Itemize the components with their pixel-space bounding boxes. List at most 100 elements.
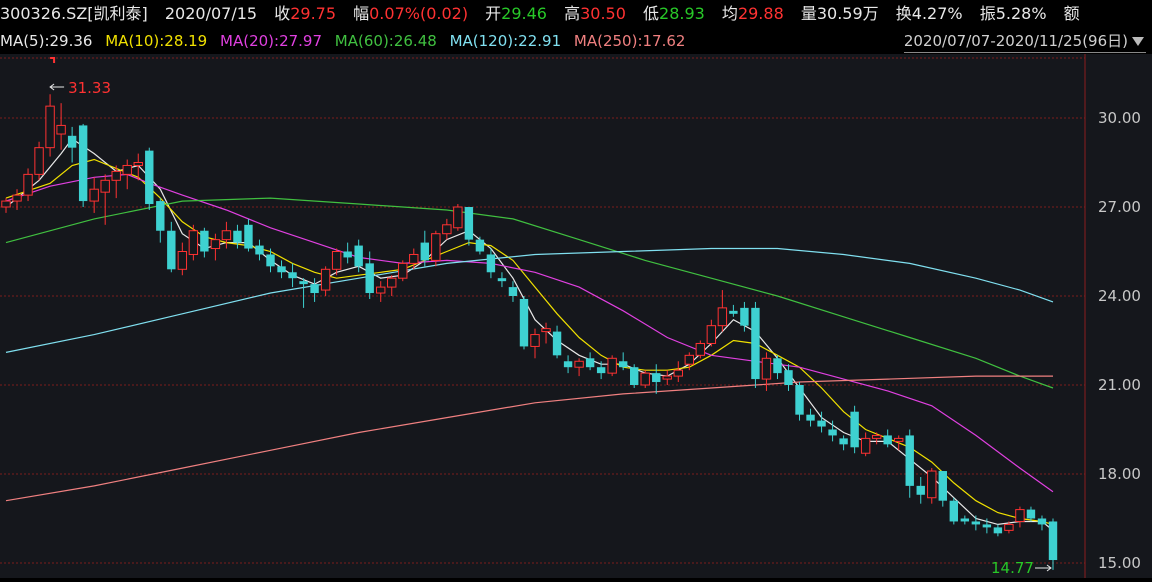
candle-body (277, 266, 286, 273)
candle (78, 123, 88, 207)
candle-body (475, 239, 485, 252)
candle-body (552, 331, 562, 356)
candle (331, 248, 342, 276)
ma10-legend: MA(10):28.19 (105, 32, 208, 50)
dropdown-triangle-icon[interactable] (1132, 37, 1144, 46)
candle-body (288, 272, 297, 279)
candle (23, 168, 33, 202)
candle (740, 301, 749, 332)
candle-body (806, 414, 815, 421)
candle (365, 251, 374, 299)
candle-body (310, 284, 319, 294)
candle (210, 233, 221, 261)
candle (640, 370, 650, 388)
low-label: 低 (643, 4, 660, 23)
candle-body (982, 524, 992, 528)
kline-chart[interactable]: 30.00 27.00 24.00 21.00 18.00 15.00 31.33 14.77 (0, 54, 1152, 578)
candle-body (23, 173, 33, 196)
ma20-legend: MA(20):27.97 (220, 32, 323, 50)
candle-body (244, 224, 253, 249)
grid-lines: 30.00 27.00 24.00 21.00 18.00 15.00 (0, 57, 1141, 572)
candle-body (916, 485, 925, 495)
candle-body (210, 239, 221, 250)
candle-body (519, 298, 529, 347)
candle (552, 325, 562, 359)
candle (398, 260, 408, 282)
ma60-legend: MA(60):26.48 (334, 32, 437, 50)
amplitude-label: 振 (979, 4, 996, 23)
ma-legend: MA(5):29.36 MA(10):28.19 MA(20):27.97 MA… (0, 28, 1152, 54)
candle (177, 242, 188, 276)
candle (839, 435, 848, 451)
candle-body (860, 437, 871, 454)
candle-body (167, 230, 176, 270)
candle (56, 103, 66, 150)
candle-body (156, 201, 165, 231)
max-arrow-head (49, 83, 55, 91)
candle-body (574, 360, 584, 368)
candle-body (1004, 523, 1014, 531)
candle (684, 352, 695, 371)
candle-body (78, 125, 88, 202)
ma5-legend: MA(5):29.36 (0, 32, 93, 50)
quote-date: 2020/07/15 (164, 4, 258, 23)
y-tick-label: 24.00 (1098, 287, 1141, 305)
candle (971, 515, 981, 531)
kline-svg[interactable]: 30.00 27.00 24.00 21.00 18.00 15.00 31.33 14.77 (0, 54, 1152, 578)
candle-body (630, 367, 639, 385)
candle-body (971, 521, 981, 525)
candle-body (618, 361, 628, 368)
candle-body (960, 518, 970, 522)
candle (1048, 518, 1058, 570)
candle-body (839, 438, 848, 445)
candle (784, 364, 793, 391)
candle (320, 266, 331, 296)
candle (156, 198, 165, 243)
low-value: 28.93 (659, 4, 705, 23)
amplitude-value: 5.28% (995, 4, 1047, 23)
volume-label: 量 (800, 4, 817, 23)
candle-body (56, 124, 66, 135)
candle-body (706, 325, 717, 344)
high-value: 30.50 (580, 4, 626, 23)
candle-body (233, 230, 242, 243)
candle-body (673, 369, 683, 377)
candle-body (927, 470, 937, 499)
candle (894, 435, 904, 451)
candle-body (717, 307, 728, 327)
candle (717, 290, 728, 332)
candle-body (1026, 509, 1036, 519)
date-range-selector[interactable]: 2020/07/07-2020/11/25(96日) (903, 30, 1146, 53)
candle (519, 296, 529, 350)
candle-body (729, 310, 738, 314)
close-label: 收 (274, 4, 291, 23)
change-label: 幅 (353, 4, 370, 23)
candle-body (464, 207, 474, 240)
candle-body (585, 358, 595, 368)
candle-body (1048, 521, 1058, 561)
candle (12, 189, 22, 210)
turnover-label: 换 (895, 4, 912, 23)
candle-body (122, 164, 132, 175)
candle (387, 275, 397, 296)
candle (221, 221, 232, 249)
candle-body (751, 307, 760, 380)
close-value: 29.75 (290, 4, 337, 23)
candle-body (530, 334, 540, 347)
candle (453, 204, 463, 231)
candle-body (266, 254, 275, 267)
candle-body (596, 367, 606, 374)
ma120-legend: MA(120):22.91 (449, 32, 562, 50)
ma-line-ma20 (5, 173, 1054, 493)
candle (530, 328, 540, 359)
candle (233, 224, 242, 249)
ma-line-ma60 (5, 197, 1054, 389)
candle (111, 165, 121, 199)
candle-body (662, 375, 672, 380)
candle (266, 248, 275, 273)
ma-lines (5, 137, 1054, 531)
candle (607, 355, 617, 377)
candle-body (177, 251, 188, 270)
candle (871, 432, 882, 445)
candle-body (817, 420, 826, 427)
